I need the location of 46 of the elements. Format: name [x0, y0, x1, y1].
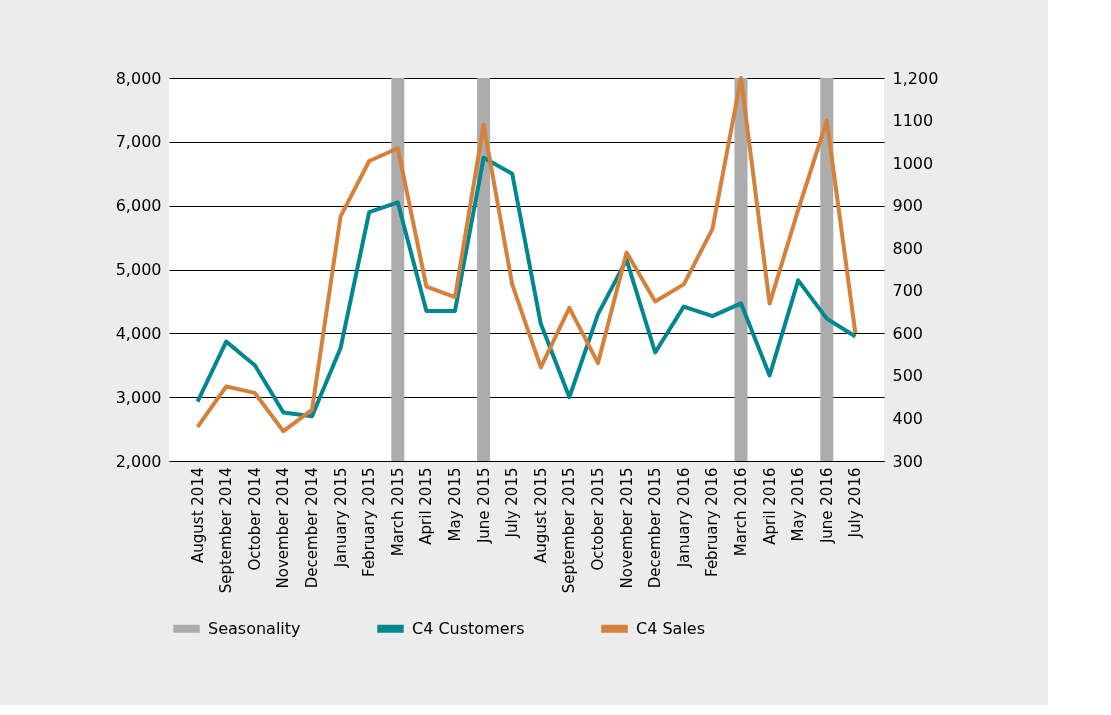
x-tick-label: September 2015 [560, 467, 579, 594]
x-tick-label: April 2016 [760, 467, 779, 545]
x-tick-label: March 2016 [732, 467, 750, 557]
y-tick-label: 4,000 [115, 323, 162, 343]
x-tick-label: May 2016 [789, 467, 808, 542]
line-series [195, 155, 858, 419]
x-tick-label: March 2015 [388, 467, 407, 557]
y-tick-label: 5,000 [115, 260, 162, 279]
line-series [195, 76, 858, 434]
x-tick-label: May 2015 [446, 467, 464, 542]
x-tick-label: December 2015 [646, 467, 665, 589]
x-tick-label: November 2014 [274, 467, 293, 589]
legend-label: C4 Sales [636, 618, 706, 638]
y2-tick-label: 500 [892, 366, 924, 386]
y-tick-label: 7,000 [115, 132, 162, 152]
x-tick-label: February 2016 [703, 467, 722, 577]
x-tick-label: August 2014 [188, 467, 207, 563]
x-tick-label: September 2014 [217, 467, 236, 594]
legend-label: C4 Customers [412, 618, 525, 638]
x-tick-label: January 2015 [331, 467, 350, 569]
x-tick-label: July 2015 [503, 467, 522, 539]
x-tick-label: June 2016 [817, 467, 836, 545]
x-tick-label: April 2015 [417, 467, 436, 545]
y2-tick-label: 300 [892, 451, 924, 471]
y2-tick-label: 600 [892, 323, 924, 343]
y2-tick-label: 900 [892, 196, 924, 216]
x-tick-label: October 2015 [589, 467, 607, 571]
y2-tick-label: 700 [892, 281, 924, 301]
y2-tick-label: 800 [892, 238, 924, 258]
y-tick-label: 6,000 [115, 196, 162, 216]
x-tick-label: June 2015 [474, 467, 493, 545]
y2-tick-label: 1,200 [892, 68, 939, 88]
x-tick-label: February 2015 [360, 467, 379, 577]
y2-tick-label: 400 [892, 408, 924, 428]
x-tick-label: November 2015 [617, 467, 636, 589]
x-tick-label: December 2014 [303, 467, 321, 589]
y2-tick-label: 1100 [892, 111, 934, 131]
y-tick-label: 2,000 [115, 451, 162, 471]
x-tick-label: January 2016 [674, 467, 693, 569]
x-tick-label: October 2014 [245, 467, 264, 571]
y-tick-label: 8,000 [115, 68, 162, 88]
y-tick-label: 3,000 [115, 387, 162, 407]
y2-tick-label: 1000 [892, 153, 934, 173]
x-tick-label: August 2015 [531, 467, 550, 563]
legend-label: Seasonality [208, 618, 301, 638]
x-tick-label: July 2016 [846, 467, 865, 539]
